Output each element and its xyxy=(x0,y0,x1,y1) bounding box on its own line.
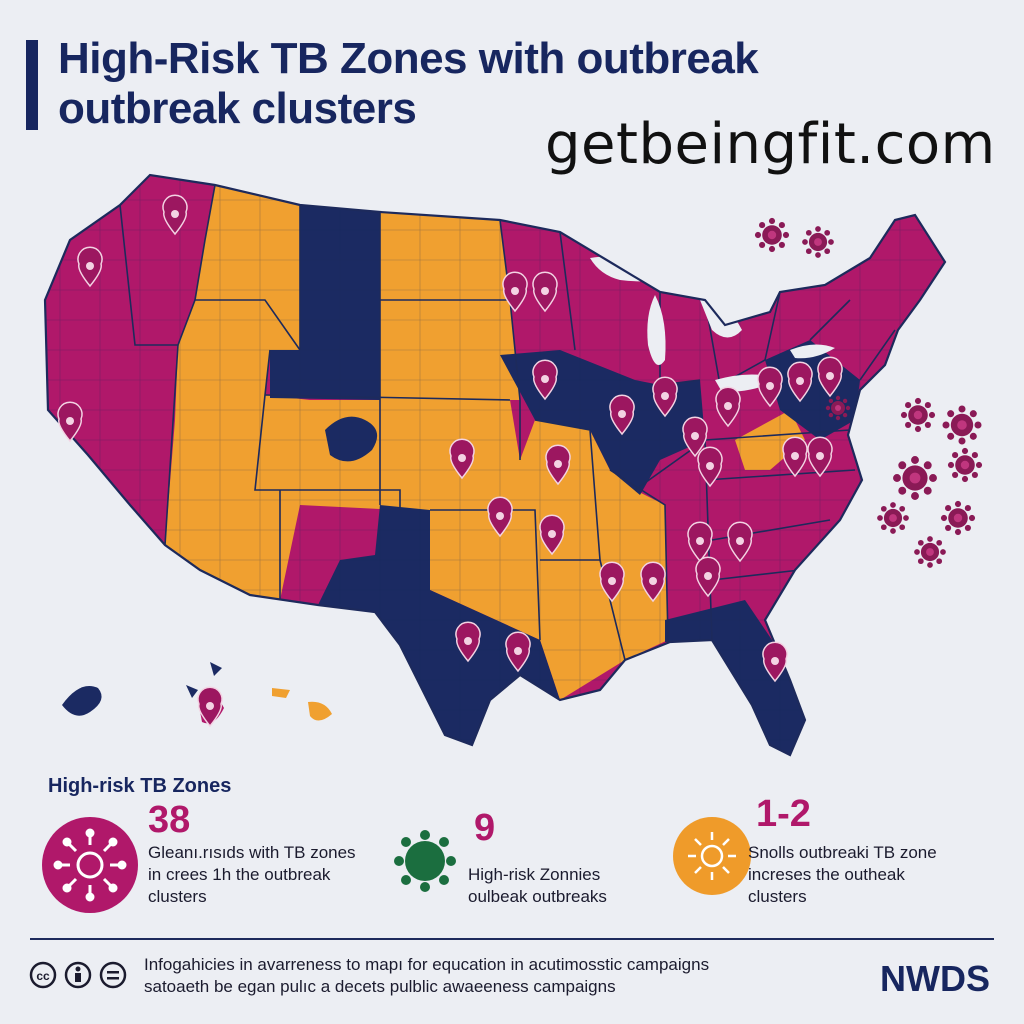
virus-circle-icon xyxy=(673,817,751,895)
medium-risk-zone-plains xyxy=(380,212,520,400)
no-derivatives-icon xyxy=(99,961,127,989)
outbreak-virus-clusters xyxy=(754,217,983,568)
stat-text-3: clusters xyxy=(148,887,207,906)
location-pin-icon xyxy=(762,641,788,683)
state-lines xyxy=(119,184,896,661)
stat-text-2: in crees 1h the outbreak xyxy=(148,865,331,884)
location-pin-icon xyxy=(502,271,528,313)
virus-icon xyxy=(825,395,851,421)
page-title: High-Risk TB Zones with outbreak outbrea… xyxy=(58,34,858,134)
virus-circle-icon xyxy=(42,817,138,913)
colorado-blob xyxy=(325,416,378,462)
creative-commons-icon: cc xyxy=(29,961,57,989)
location-pin-icon xyxy=(652,376,678,418)
outbreak-pins xyxy=(57,194,843,728)
location-pin-icon xyxy=(449,438,475,480)
location-pin-icon xyxy=(505,631,531,673)
virus-icon xyxy=(947,447,983,483)
stat-text-3: clusters xyxy=(748,887,807,906)
virus-icon xyxy=(914,536,946,568)
footer-line-1: Infogahicies in avarreness to mapı for e… xyxy=(144,955,710,974)
stat-value: 9 xyxy=(474,807,496,849)
virus-icon xyxy=(942,405,982,445)
brand-logo: NWDS xyxy=(880,958,990,999)
title-line-1: High-Risk TB Zones with outbreak xyxy=(58,34,759,83)
legend-stat-small-outbreaks: 1-2 Snolls outbreaki TB zone increses th… xyxy=(672,794,1002,924)
location-pin-icon xyxy=(487,496,513,538)
low-risk-zone-texas xyxy=(318,505,560,745)
us-tb-risk-map xyxy=(43,173,983,757)
stat-text-1: Snolls outbreaki TB zone xyxy=(748,843,937,862)
stat-value: 38 xyxy=(148,799,191,841)
location-pin-icon xyxy=(787,361,813,403)
location-pin-icon xyxy=(532,271,558,313)
location-pin-icon xyxy=(609,394,635,436)
legend-heading: High-risk TB Zones xyxy=(48,775,232,797)
location-pin-icon xyxy=(539,514,565,556)
virus-icon xyxy=(900,397,936,433)
virus-icon xyxy=(893,456,937,500)
attribution-icon xyxy=(64,961,92,989)
location-pin-icon xyxy=(697,446,723,488)
location-pin-icon xyxy=(162,194,188,236)
location-pin-icon xyxy=(817,356,843,398)
location-pin-icon xyxy=(807,436,833,478)
title-line-2: outbreak clusters xyxy=(58,84,417,133)
location-pin-icon xyxy=(532,359,558,401)
low-risk-zone-florida xyxy=(665,600,805,755)
virus-icon xyxy=(394,830,456,892)
map-regions xyxy=(45,175,945,755)
location-pin-icon xyxy=(695,556,721,598)
location-pin-icon xyxy=(455,621,481,663)
low-risk-zone-mountain xyxy=(270,205,380,400)
virus-icon xyxy=(940,500,976,536)
stat-text-2: High-risk Zonnies xyxy=(468,865,601,884)
location-pin-icon xyxy=(197,686,223,728)
location-pin-icon xyxy=(687,521,713,563)
legend-stat-high-risk: 38 Gleanı.rısıds with TB zones in crees … xyxy=(40,800,380,930)
stat-text-2: increses the outheak xyxy=(748,865,905,884)
stat-value: 1-2 xyxy=(756,793,811,835)
footer-divider xyxy=(30,938,994,940)
location-pin-icon xyxy=(727,521,753,563)
location-pin-icon xyxy=(545,444,571,486)
medium-risk-zone-west xyxy=(165,185,668,700)
location-pin-icon xyxy=(715,386,741,428)
watermark: getbeingfit.com xyxy=(545,112,996,177)
location-pin-icon xyxy=(57,401,83,443)
stat-text-3: oulbeak outbreaks xyxy=(468,887,607,906)
location-pin-icon xyxy=(682,416,708,458)
location-pin-icon xyxy=(77,246,103,288)
location-pin-icon xyxy=(599,561,625,603)
footer-text: Infogahicies in avarreness to mapı for e… xyxy=(144,954,784,998)
location-pin-icon xyxy=(757,366,783,408)
location-pin-icon xyxy=(640,561,666,603)
alaska xyxy=(62,662,222,716)
stat-text-1: Gleanı.rısıds with TB zones xyxy=(148,843,356,862)
svg-text:cc: cc xyxy=(36,969,50,983)
virus-icon xyxy=(877,502,909,534)
license-icons: cc xyxy=(29,961,127,989)
us-outline xyxy=(43,173,947,757)
legend-stat-outbreaks: 9 High-risk Zonnies oulbeak outbreaks xyxy=(390,808,680,928)
virus-icon xyxy=(802,226,834,258)
footer-line-2: satoaeth be egan pulıc a decets pulblic … xyxy=(144,977,616,996)
location-pin-icon xyxy=(782,436,808,478)
virus-icon xyxy=(754,217,790,253)
title-accent-bar xyxy=(26,40,38,130)
